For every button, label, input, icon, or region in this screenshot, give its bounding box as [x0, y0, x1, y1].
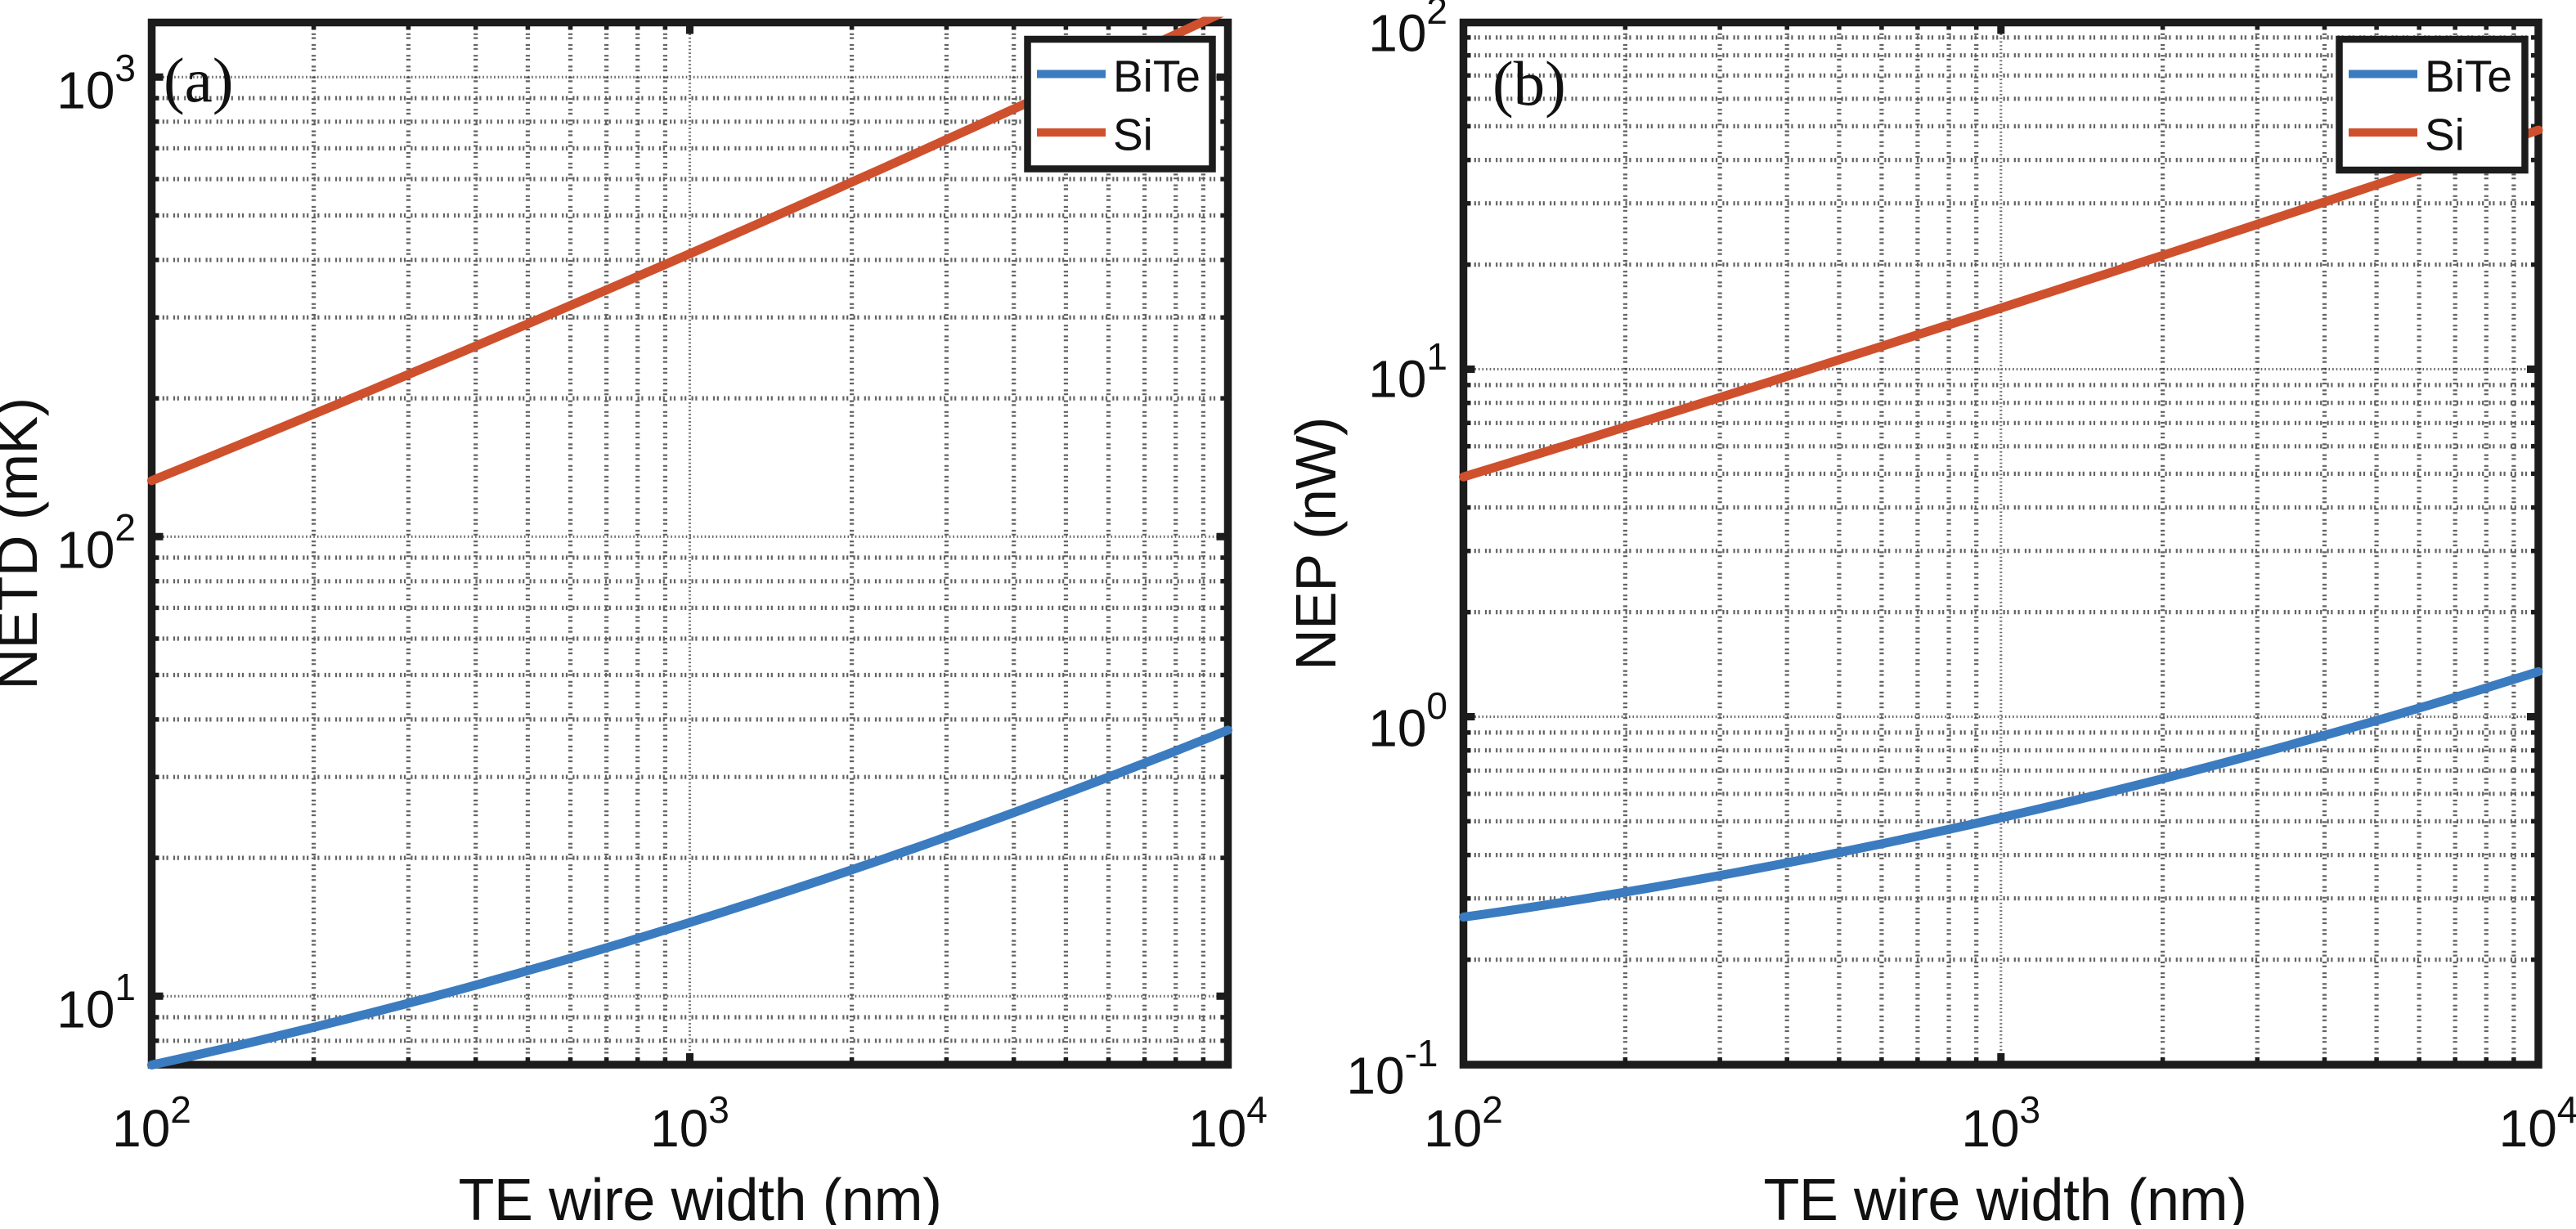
svg-text:Si: Si: [1113, 110, 1153, 160]
svg-text:4: 4: [1246, 1088, 1268, 1131]
svg-text:3: 3: [2020, 1088, 2041, 1131]
svg-text:10: 10: [56, 61, 114, 119]
svg-text:1: 1: [114, 966, 136, 1008]
svg-text:0: 0: [1426, 684, 1447, 727]
svg-text:-1: -1: [1405, 1032, 1438, 1074]
svg-text:10: 10: [1424, 1099, 1482, 1158]
svg-text:4: 4: [2557, 1088, 2576, 1131]
svg-text:10: 10: [1368, 4, 1426, 63]
svg-text:1: 1: [1426, 335, 1447, 378]
svg-text:2: 2: [1482, 1088, 1503, 1131]
svg-text:10: 10: [1188, 1099, 1246, 1158]
svg-text:10: 10: [56, 520, 114, 579]
svg-text:(b): (b): [1492, 48, 1566, 119]
svg-text:10: 10: [112, 1099, 170, 1158]
svg-text:2: 2: [170, 1088, 191, 1131]
svg-text:2: 2: [114, 506, 136, 549]
svg-text:3: 3: [708, 1088, 729, 1131]
svg-text:10: 10: [1368, 699, 1426, 758]
svg-text:10: 10: [1368, 350, 1426, 409]
svg-text:3: 3: [114, 47, 136, 89]
svg-text:10: 10: [1961, 1099, 2019, 1158]
svg-text:10: 10: [56, 980, 114, 1038]
svg-text:NETD (mK): NETD (mK): [0, 397, 49, 689]
svg-text:TE wire width (nm): TE wire width (nm): [458, 1168, 941, 1225]
svg-text:10: 10: [650, 1099, 708, 1158]
svg-text:BiTe: BiTe: [2425, 51, 2512, 101]
svg-text:2: 2: [1426, 0, 1447, 32]
svg-text:10: 10: [2499, 1099, 2557, 1158]
svg-text:(a): (a): [164, 45, 233, 115]
svg-text:10: 10: [1346, 1047, 1404, 1106]
svg-text:NEP (nW): NEP (nW): [1284, 417, 1348, 671]
svg-text:Si: Si: [2425, 110, 2465, 160]
svg-text:BiTe: BiTe: [1113, 51, 1200, 101]
svg-text:TE wire width (nm): TE wire width (nm): [1763, 1168, 2246, 1225]
